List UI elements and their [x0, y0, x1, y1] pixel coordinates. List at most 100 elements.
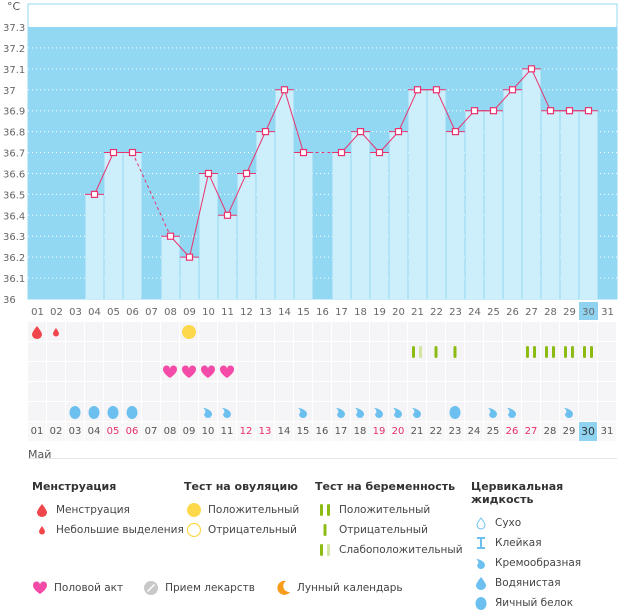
day-cell[interactable]: [123, 322, 142, 341]
day-cell[interactable]: [256, 342, 275, 361]
day-cell[interactable]: [427, 322, 446, 341]
day-cell[interactable]: [465, 382, 484, 401]
day-cell[interactable]: [332, 322, 351, 341]
day-cell[interactable]: [313, 362, 332, 381]
day-label[interactable]: 19: [370, 422, 389, 441]
day-cell[interactable]: [427, 342, 446, 361]
day-cell[interactable]: [579, 362, 598, 381]
day-cell[interactable]: [370, 402, 389, 421]
day-cell[interactable]: [294, 322, 313, 341]
day-cell[interactable]: [427, 362, 446, 381]
day-cell[interactable]: [256, 402, 275, 421]
day-cell[interactable]: [199, 382, 218, 401]
day-label[interactable]: 05: [104, 422, 123, 441]
day-cell[interactable]: [180, 322, 199, 341]
day-cell[interactable]: [351, 362, 370, 381]
day-cell[interactable]: [256, 322, 275, 341]
day-cell[interactable]: [313, 402, 332, 421]
day-cell[interactable]: [541, 402, 560, 421]
day-cell[interactable]: [408, 362, 427, 381]
day-cell[interactable]: [598, 402, 617, 421]
day-cell[interactable]: [85, 322, 104, 341]
day-cell[interactable]: [427, 382, 446, 401]
day-cell[interactable]: [598, 362, 617, 381]
day-cell[interactable]: [47, 402, 66, 421]
day-label[interactable]: 08: [161, 422, 180, 441]
day-cell[interactable]: [28, 382, 47, 401]
day-cell[interactable]: [85, 362, 104, 381]
day-label[interactable]: 27: [522, 422, 541, 441]
day-cell[interactable]: [104, 382, 123, 401]
day-cell[interactable]: [142, 362, 161, 381]
day-label[interactable]: 13: [256, 422, 275, 441]
day-label[interactable]: 23: [446, 422, 465, 441]
day-cell[interactable]: [465, 322, 484, 341]
day-cell[interactable]: [104, 362, 123, 381]
day-cell[interactable]: [560, 382, 579, 401]
day-cell[interactable]: [142, 322, 161, 341]
day-cell[interactable]: [218, 402, 237, 421]
day-cell[interactable]: [522, 402, 541, 421]
day-cell[interactable]: [503, 342, 522, 361]
day-cell[interactable]: [28, 322, 47, 341]
day-label[interactable]: 24: [465, 422, 484, 441]
day-cell[interactable]: [446, 382, 465, 401]
day-cell[interactable]: [218, 382, 237, 401]
day-label[interactable]: 16: [313, 422, 332, 441]
day-cell[interactable]: [522, 322, 541, 341]
day-cell[interactable]: [161, 362, 180, 381]
day-cell[interactable]: [28, 402, 47, 421]
day-cell[interactable]: [389, 402, 408, 421]
day-cell[interactable]: [541, 362, 560, 381]
day-label[interactable]: 29: [560, 422, 579, 441]
day-cell[interactable]: [446, 342, 465, 361]
day-cell[interactable]: [66, 342, 85, 361]
day-cell[interactable]: [104, 322, 123, 341]
day-cell[interactable]: [560, 362, 579, 381]
day-cell[interactable]: [598, 342, 617, 361]
day-cell[interactable]: [237, 322, 256, 341]
day-cell[interactable]: [199, 342, 218, 361]
day-cell[interactable]: [142, 342, 161, 361]
day-label[interactable]: 01: [28, 422, 47, 441]
day-cell[interactable]: [85, 402, 104, 421]
day-cell[interactable]: [123, 402, 142, 421]
day-cell[interactable]: [256, 382, 275, 401]
day-cell[interactable]: [66, 362, 85, 381]
day-cell[interactable]: [104, 342, 123, 361]
day-cell[interactable]: [199, 402, 218, 421]
day-cell[interactable]: [332, 402, 351, 421]
day-cell[interactable]: [294, 342, 313, 361]
day-cell[interactable]: [47, 342, 66, 361]
day-cell[interactable]: [408, 382, 427, 401]
day-cell[interactable]: [465, 342, 484, 361]
day-cell[interactable]: [218, 342, 237, 361]
day-cell[interactable]: [522, 382, 541, 401]
day-cell[interactable]: [579, 402, 598, 421]
day-cell[interactable]: [370, 342, 389, 361]
day-cell[interactable]: [294, 382, 313, 401]
day-cell[interactable]: [123, 342, 142, 361]
day-cell[interactable]: [484, 402, 503, 421]
day-cell[interactable]: [123, 382, 142, 401]
day-cell[interactable]: [66, 402, 85, 421]
day-label[interactable]: 18: [351, 422, 370, 441]
day-cell[interactable]: [370, 382, 389, 401]
day-cell[interactable]: [237, 342, 256, 361]
day-cell[interactable]: [237, 402, 256, 421]
day-cell[interactable]: [275, 362, 294, 381]
day-cell[interactable]: [560, 342, 579, 361]
day-cell[interactable]: [370, 362, 389, 381]
day-cell[interactable]: [180, 362, 199, 381]
day-cell[interactable]: [275, 342, 294, 361]
day-label[interactable]: 25: [484, 422, 503, 441]
day-cell[interactable]: [351, 402, 370, 421]
day-cell[interactable]: [332, 382, 351, 401]
day-cell[interactable]: [218, 362, 237, 381]
day-cell[interactable]: [218, 322, 237, 341]
day-cell[interactable]: [66, 322, 85, 341]
day-cell[interactable]: [389, 342, 408, 361]
day-cell[interactable]: [237, 362, 256, 381]
day-cell[interactable]: [85, 342, 104, 361]
day-cell[interactable]: [275, 382, 294, 401]
